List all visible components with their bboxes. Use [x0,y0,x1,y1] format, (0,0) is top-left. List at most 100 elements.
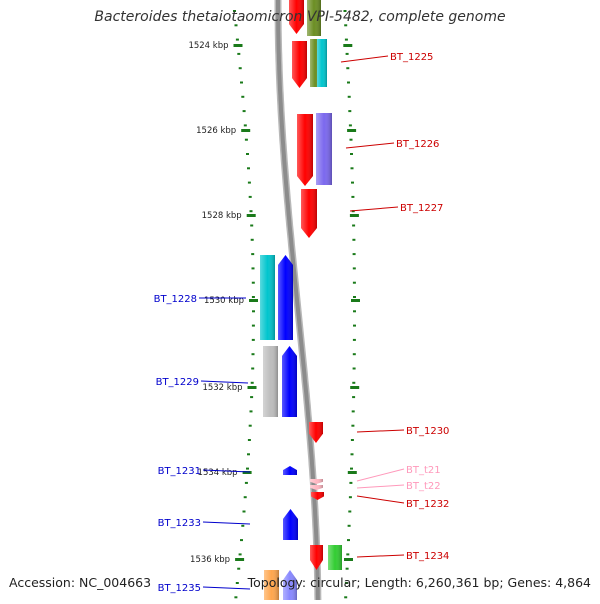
feature-bar-cyan-shade [317,39,327,87]
gene-label-bt-1235[interactable]: BT_1235 [158,583,201,594]
ruler-dot-left [252,310,255,313]
feature-bar-orange[interactable] [264,570,279,604]
gene-bar-bt-t21[interactable] [310,479,323,484]
scale-tick-mark [246,214,256,217]
ruler-dot-left [250,224,254,227]
gene-label-bt-1233[interactable]: BT_1233 [158,518,201,529]
ruler-dot-left [246,467,249,470]
gene-bar-bt1227[interactable] [301,189,317,238]
ruler-dot-right [352,238,356,241]
gene-bar-bt1225-shade [292,41,307,88]
ruler-dot-left [235,38,239,41]
ruler-dot-right [352,353,356,356]
ruler-dot-right [347,539,350,542]
feature-bar-purple[interactable] [316,113,332,185]
scale-tick-mark [247,386,257,389]
ruler-dot-left [251,296,255,298]
scale-tick-mark [249,299,258,302]
scale-tick-label: 1534 kbp [198,468,238,478]
gene-label-bt-1230[interactable]: BT_1230 [406,426,449,437]
gene-bar-bt-t22[interactable] [310,485,323,490]
gene-bar-bt1227-shade [301,189,317,238]
ruler-dot-right [348,510,352,513]
genome-info-text: Topology: circular; Length: 6,260,361 bp… [247,575,591,590]
ruler-dot-left [242,510,246,513]
scale-tick-mark-right [349,214,359,217]
gene-bar-bt1232-shade [311,492,324,500]
ruler-dot-left [248,424,252,427]
leader-line-bt-1226 [345,142,395,149]
gene-label-bt-1225[interactable]: BT_1225 [390,52,433,63]
feature-bar-blue-1228[interactable] [278,255,293,340]
gene-label-bt-1231[interactable]: BT_1231 [158,466,201,477]
gene-label-bt-1234[interactable]: BT_1234 [406,551,449,562]
gene-bar-bt1226[interactable] [297,114,313,186]
ruler-dot-left [241,524,245,527]
ruler-dot-left [244,481,248,484]
feature-bar-top-olive[interactable] [307,0,321,36]
scale-tick-mark-right [350,386,360,389]
scale-tick-mark-right [351,299,360,302]
gene-bar-bt-t22-shade [310,485,323,490]
ruler-dot-left [246,153,249,155]
gene-bar-bt1230[interactable] [309,422,323,443]
gene-label-bt-1226[interactable]: BT_1226 [396,139,439,150]
ruler-dot-left [251,253,255,256]
gene-label-bt-1232[interactable]: BT_1232 [406,499,449,510]
ruler-dot-left [243,124,247,127]
gene-bar-bt1229[interactable] [263,346,278,417]
ruler-dot-left [237,52,241,55]
gene-bar-bt1225[interactable] [292,41,307,88]
ruler-dot-right [350,153,353,155]
scale-tick-mark [241,129,251,132]
feature-bar-green-shade [328,545,342,570]
feature-bar-blue-1228-shade [278,255,293,340]
feature-bar-top-red[interactable] [289,0,304,34]
ruler-dot-right [350,453,354,456]
gene-bar-bt1226-shade [297,114,313,186]
gene-bar-bt1234-shade [310,545,323,570]
gene-label-bt-1229[interactable]: BT_1229 [156,377,199,388]
ruler-dot-left [251,324,255,327]
ruler-dot-right [351,195,355,198]
leader-line-bt-1231 [202,469,251,473]
gene-bar-bt1228[interactable] [260,255,275,340]
gene-label-bt-1227[interactable]: BT_1227 [400,203,443,214]
scale-tick-label: 1530 kbp [204,296,244,306]
gene-label-bt-t22[interactable]: BT_t22 [406,481,441,492]
ruler-dot-right [347,524,351,527]
ruler-dot-left [237,567,241,570]
feature-bar-blue-1229[interactable] [282,346,297,417]
scale-tick-mark-right [347,471,357,474]
leader-line-bt-t21 [356,468,405,482]
ruler-dot-left [250,238,254,241]
scale-tick-label: 1524 kbp [188,41,228,51]
ruler-dot-left [251,338,255,341]
ruler-dot-left [251,353,255,356]
gene-bar-bt1231-shade [283,466,297,475]
gene-label-bt-1228[interactable]: BT_1228 [154,294,197,305]
ruler-dot-right [352,224,356,227]
ruler-dot-left [249,210,253,213]
gene-bar-bt1232[interactable] [311,492,324,500]
scale-tick-mark-right [344,558,353,561]
gene-bar-bt1234[interactable] [310,545,323,570]
genome-title: Bacteroides thetaiotaomicron VPI-5482, c… [94,9,506,25]
gene-bar-bt1233[interactable] [283,509,298,540]
ruler-dot-left [233,10,236,12]
gene-label-bt-t21[interactable]: BT_t21 [406,465,441,476]
feature-bar-cyan[interactable] [317,39,327,87]
ruler-dot-right [353,310,356,313]
gene-bar-bt1229-shade [263,346,278,417]
leader-line-bt-1233 [202,521,251,525]
scale-tick-label: 1536 kbp [190,555,230,565]
feature-bar-green[interactable] [328,545,342,570]
ruler-dot-left [248,195,252,198]
scale-tick-mark [235,558,245,561]
gene-bar-bt1231[interactable] [283,466,297,475]
leader-line-bt-1227 [349,206,399,212]
gene-bar-bt1235[interactable] [283,570,297,604]
gene-bar-bt-t21-shade [310,479,323,484]
feature-bar-top-olive-shade [307,0,321,36]
